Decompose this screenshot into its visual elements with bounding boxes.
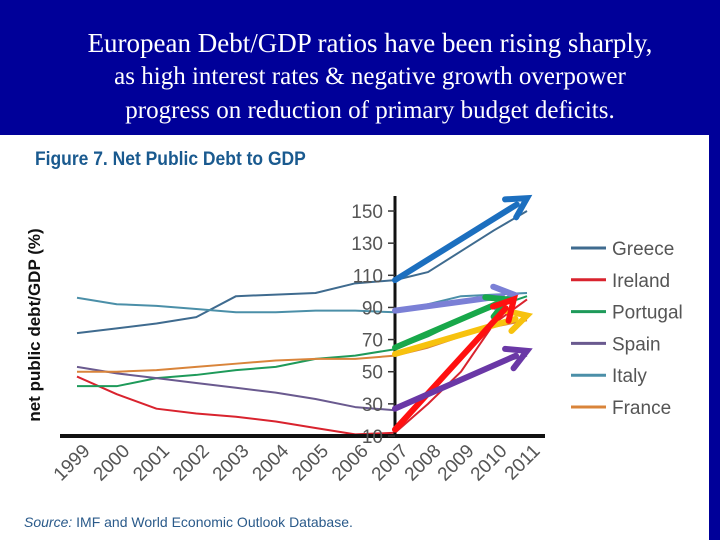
trend-arrow [392,301,500,351]
trend-arrow [392,352,520,412]
slide-title-line-1: European Debt/GDP ratios have been risin… [87,28,653,58]
trend-arrow [392,315,519,358]
x-tick-label: 2003 [209,441,254,486]
x-tick-label: 1999 [50,441,95,486]
y-tick-label: 90 [362,298,383,319]
x-tick-label: 2002 [169,441,214,486]
x-tick-label: 2004 [249,440,294,485]
y-axis-label: net public debt/GDP (%) [25,228,44,421]
source-label: Source: [24,514,72,530]
source-text: IMF and World Economic Outlook Database. [72,514,353,530]
x-tick-label: 2011 [501,441,545,485]
trend-arrows [392,194,534,433]
chart-panel [0,135,709,540]
legend-label: France [612,398,671,419]
trend-arrow [392,201,520,284]
x-ticks: 1999200020012002200320042005200620072008… [50,440,545,485]
legend-label: Greece [612,239,674,260]
x-tick-label: 2009 [434,441,479,486]
slide-title-line-2: as high interest rates & negative growth… [114,63,626,90]
legend: Greece Ireland Portugal Spain Italy France [571,239,683,419]
x-tick-label: 2008 [401,441,446,486]
slide-title-line-3: progress on reduction of primary budget … [125,97,615,124]
legend-label: Italy [612,366,647,387]
trend-arrow-head [502,194,533,221]
series-line-france [77,319,528,373]
source-note: Source: IMF and World Economic Outlook D… [24,514,353,530]
y-tick-label: 130 [351,234,383,255]
series-line-greece [76,210,528,335]
x-tick-label: 2005 [288,441,333,486]
slide-header: European Debt/GDP ratios have been risin… [0,0,720,135]
legend-label: Portugal [612,303,683,324]
trend-arrow-head [502,345,533,372]
y-tick-label: 30 [362,395,383,416]
series-line-italy [76,291,528,314]
series-line-ireland [76,298,528,436]
legend-label: Ireland [612,271,670,292]
x-tick-label: 2010 [467,441,512,486]
chart-title: Figure 7. Net Public Debt to GDP [35,147,306,169]
trend-arrow [392,305,509,433]
y-tick-label: 50 [362,363,383,384]
trend-arrow-head [489,294,519,324]
x-tick-label: 2000 [90,441,135,486]
y-tick-label: 110 [353,266,383,287]
y-tick-label: 10 [362,427,383,448]
x-tick-label: 2001 [129,441,174,486]
y-ticks: 150 130 110 90 70 50 30 10 [351,202,395,448]
y-tick-label: 70 [362,331,383,352]
legend-label: Spain [612,334,661,355]
y-tick-label: 150 [351,202,383,223]
